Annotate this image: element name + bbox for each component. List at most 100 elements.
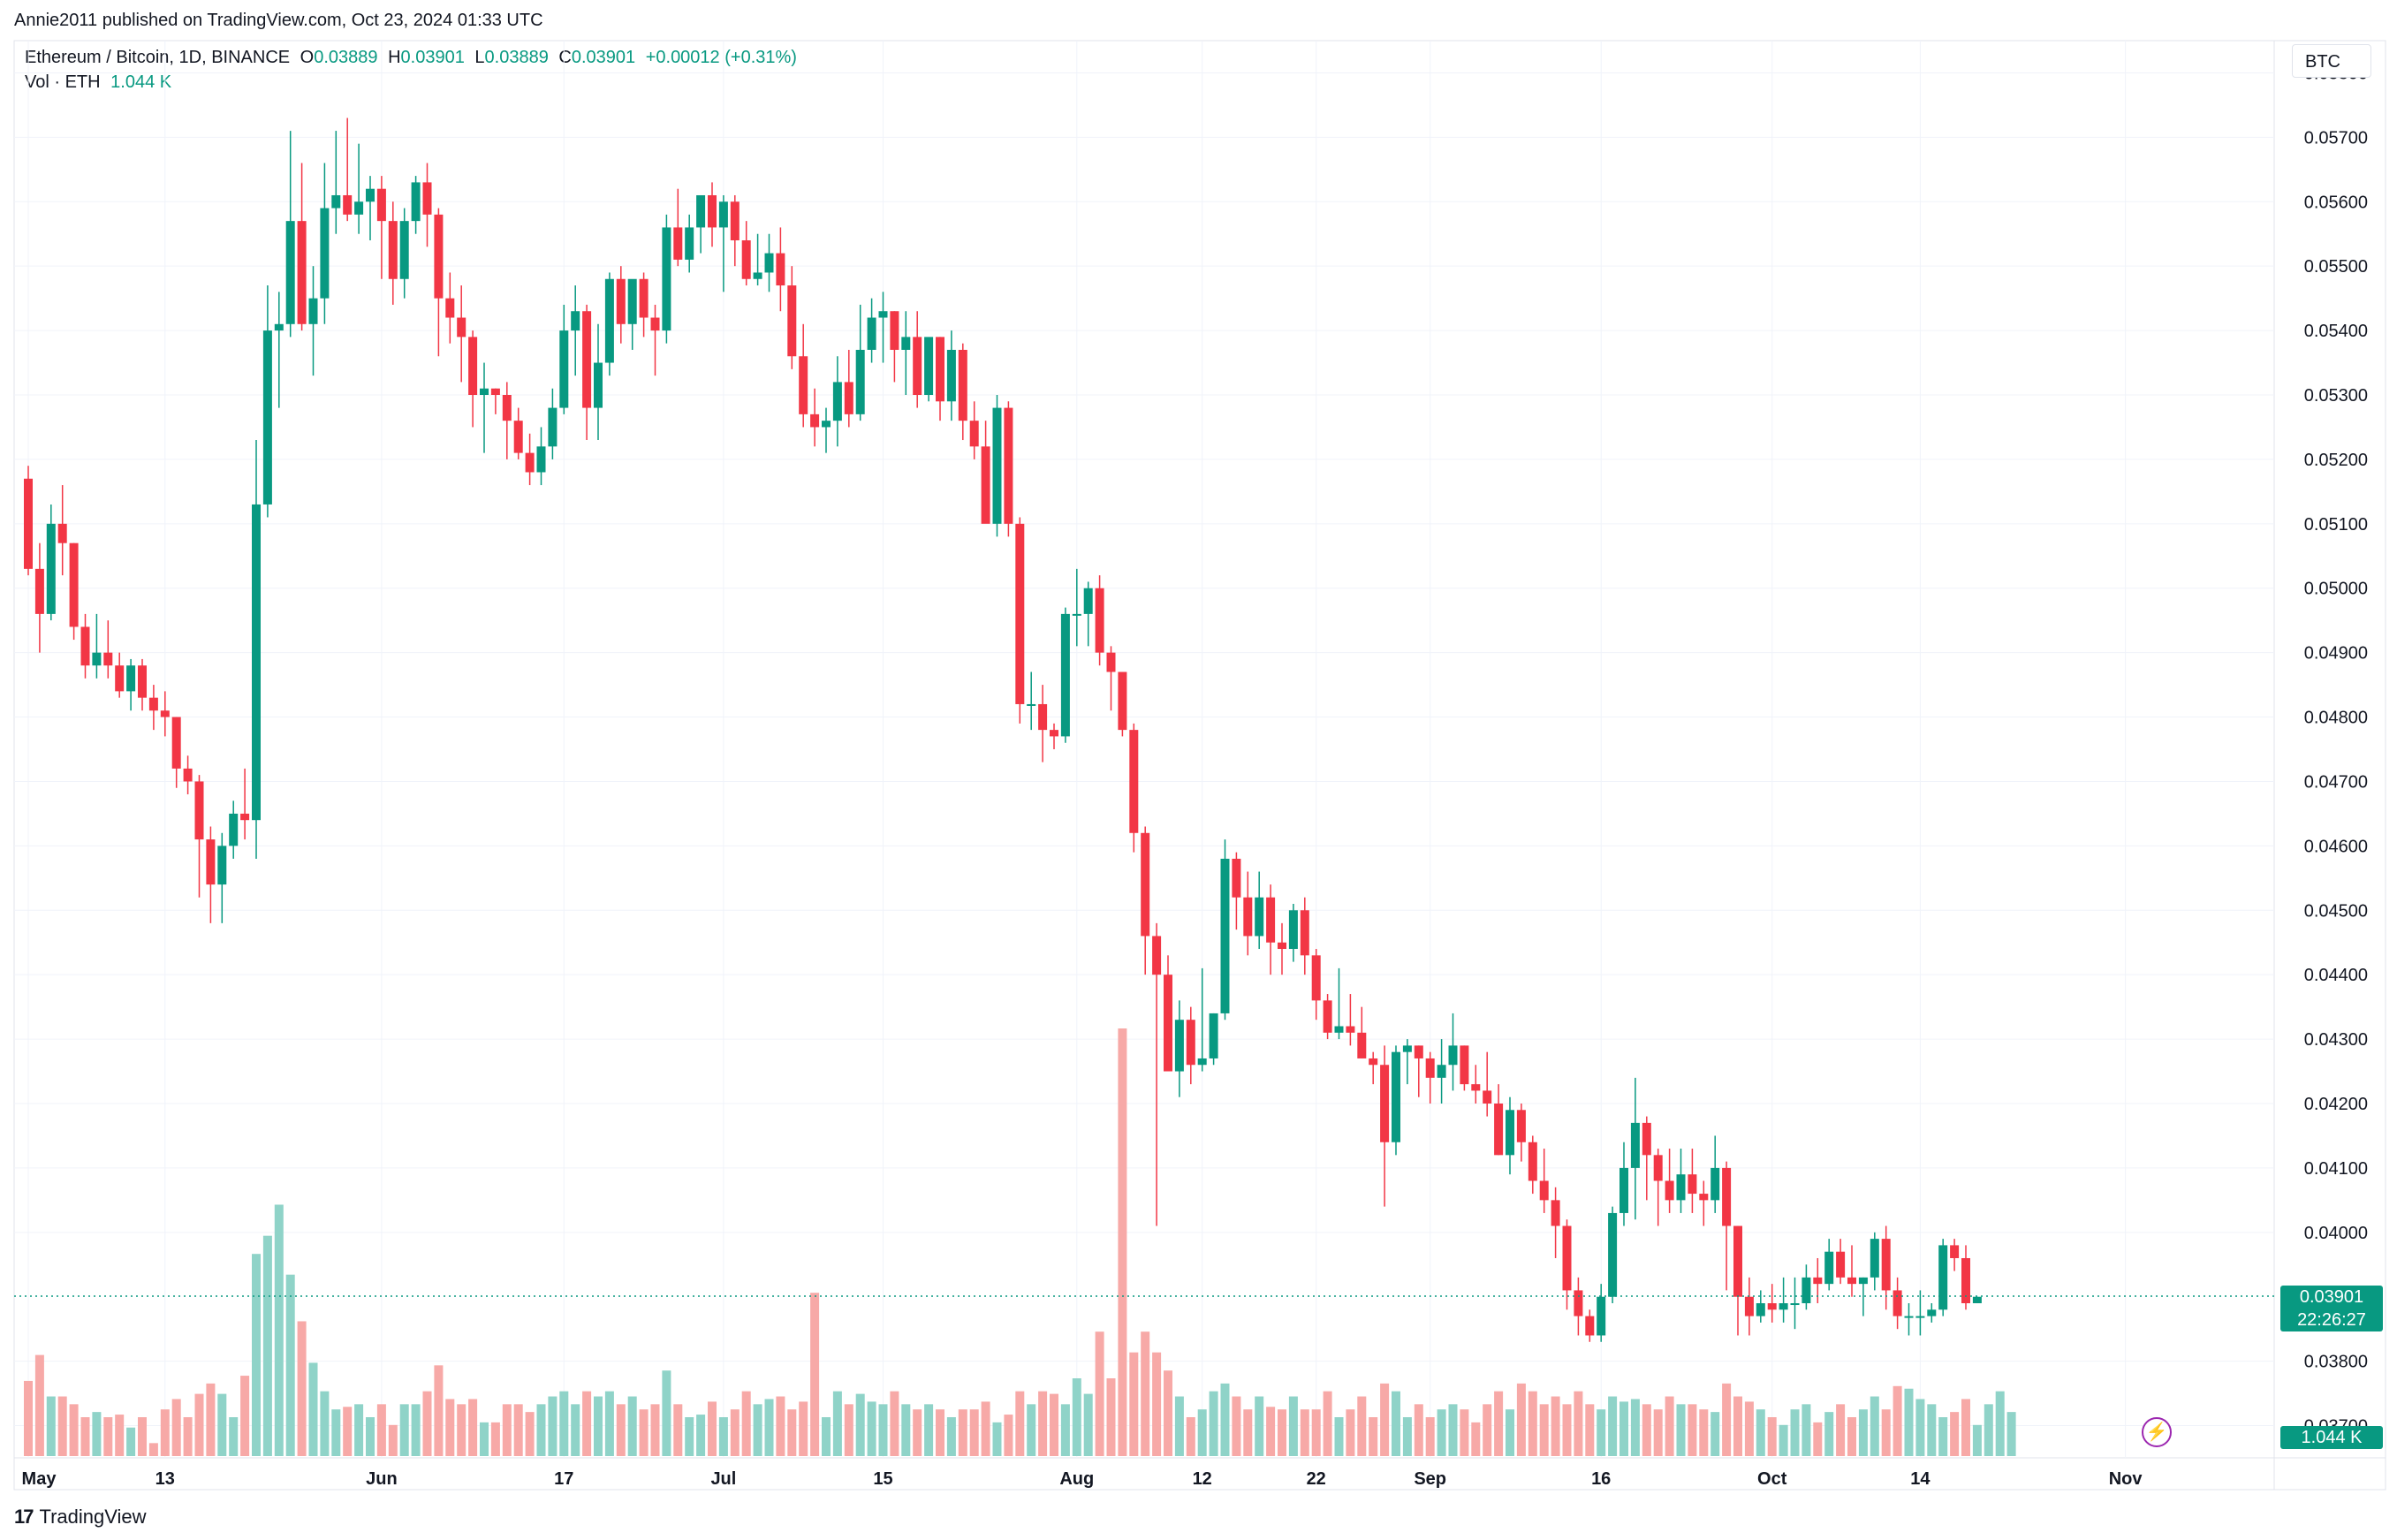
candle-body <box>206 839 216 885</box>
symbol-title[interactable]: Ethereum / Bitcoin, 1D, BINANCE <box>25 48 291 67</box>
volume-bar <box>1300 1409 1309 1456</box>
y-tick-label: 0.05600 <box>2304 193 2368 212</box>
candle-body <box>1483 1090 1492 1104</box>
candle-body <box>855 349 865 414</box>
volume-bar <box>1802 1404 1811 1456</box>
volume-bar <box>536 1404 546 1456</box>
countdown-timer: 22:26:27 <box>2297 1309 2366 1330</box>
candle-body <box>1767 1303 1777 1310</box>
candle-body <box>366 188 375 202</box>
candle-body <box>1950 1245 1960 1258</box>
y-tick-label: 0.04700 <box>2304 772 2368 792</box>
candle-body <box>627 278 637 324</box>
x-tick-label: May <box>22 1469 57 1489</box>
volume-bar <box>1346 1409 1355 1456</box>
volume-bar <box>1767 1417 1777 1456</box>
x-tick-label: Oct <box>1757 1469 1787 1489</box>
volume-bar <box>718 1417 728 1456</box>
volume-bar <box>992 1422 1002 1456</box>
candle-body <box>1288 910 1298 950</box>
volume-bar <box>320 1391 330 1456</box>
candle-body <box>217 846 227 885</box>
volume-bar <box>1904 1388 1914 1456</box>
volume-bar <box>1106 1378 1116 1456</box>
volume-bar <box>1744 1401 1754 1456</box>
candle-body <box>901 337 911 350</box>
volume-bar <box>1027 1404 1036 1456</box>
candle-body <box>1369 1058 1378 1066</box>
volume-bar <box>445 1399 455 1456</box>
volume-bar <box>616 1404 626 1456</box>
volume-bar <box>103 1417 113 1456</box>
candle-body <box>24 478 33 569</box>
candle-body <box>1642 1122 1651 1156</box>
volume-bar <box>741 1391 751 1456</box>
volume-bar <box>1927 1404 1937 1456</box>
candle-body <box>1858 1277 1868 1285</box>
candle-body <box>718 201 728 228</box>
candle-body <box>92 652 102 666</box>
candle-body <box>776 253 785 286</box>
volume-bar <box>1266 1407 1276 1456</box>
tradingview-brand[interactable]: TradingView <box>39 1506 147 1528</box>
volume-bar <box>34 1354 44 1456</box>
volume-bar <box>822 1417 831 1456</box>
candle-body <box>343 194 353 215</box>
volume-bar <box>1858 1409 1868 1456</box>
volume-bar <box>490 1422 500 1456</box>
volume-bar <box>1676 1404 1686 1456</box>
volume-bar <box>1938 1417 1948 1456</box>
candle-body <box>730 201 740 241</box>
candle-body <box>1414 1045 1423 1058</box>
volume-bar <box>297 1321 307 1456</box>
volume-bar <box>662 1370 671 1456</box>
volume-bar <box>1448 1404 1458 1456</box>
volume-bar <box>457 1404 467 1456</box>
lightning-icon[interactable]: ⚡ <box>2142 1417 2172 1447</box>
tradingview-logo-icon[interactable]: 17 <box>14 1506 34 1528</box>
volume-bar <box>832 1391 842 1456</box>
volume-bar <box>69 1404 79 1456</box>
candle-body <box>1072 613 1081 616</box>
candle-body <box>1585 1316 1595 1336</box>
volume-bar <box>285 1274 295 1456</box>
volume-bar <box>1152 1352 1162 1456</box>
low-value: 0.03889 <box>484 48 549 67</box>
volume-bar <box>969 1409 979 1456</box>
candle-body <box>810 413 820 428</box>
candle-body <box>594 362 603 408</box>
candle-body <box>1597 1296 1606 1336</box>
candle-body <box>1938 1245 1948 1310</box>
candle-body <box>502 395 512 421</box>
candle-body <box>1038 703 1048 731</box>
candle-body <box>1255 897 1264 937</box>
volume-bar <box>1186 1417 1195 1456</box>
volume-bar <box>1836 1404 1846 1456</box>
candle-body <box>1437 1065 1446 1078</box>
unit-label[interactable]: BTC <box>2292 44 2371 78</box>
x-tick-label: 15 <box>873 1469 892 1489</box>
candle-body <box>1209 1013 1218 1058</box>
candle-body <box>650 317 660 331</box>
candle-body <box>1802 1277 1811 1304</box>
candle-body <box>1733 1225 1742 1297</box>
candle-body <box>946 349 956 402</box>
volume-bar <box>1437 1409 1446 1456</box>
volume-bar <box>376 1404 386 1456</box>
volume-bar <box>1585 1404 1595 1456</box>
price-axis-labels: 0.058000.057000.056000.055000.054000.053… <box>2304 64 2368 1436</box>
volume-bar <box>776 1396 785 1456</box>
candle-body <box>46 523 56 614</box>
candle-body <box>822 421 831 428</box>
volume-label[interactable]: Vol · ETH <box>25 72 101 92</box>
candle-body <box>1015 523 1025 704</box>
volume-bar <box>411 1404 421 1456</box>
y-tick-label: 0.05500 <box>2304 257 2368 277</box>
volume-bar <box>183 1417 193 1456</box>
publisher-line: Annie2011 published on TradingView.com, … <box>14 11 543 30</box>
candle-body <box>1551 1200 1560 1226</box>
candle-body <box>1083 588 1093 614</box>
x-tick-label: 22 <box>1307 1469 1326 1489</box>
candle-body <box>1688 1174 1697 1195</box>
